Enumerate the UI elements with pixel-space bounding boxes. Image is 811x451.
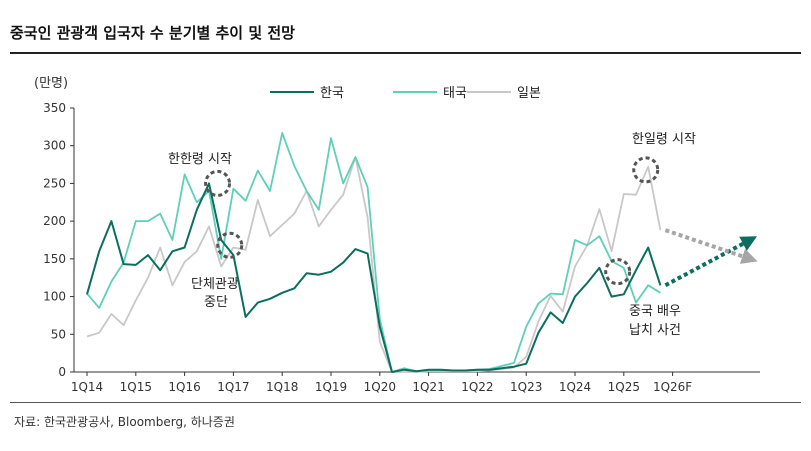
x-tick-label: 1Q18 — [266, 380, 298, 394]
forecast-korea-arrow — [664, 236, 758, 288]
x-tick-label: 1Q23 — [510, 380, 542, 394]
x-tick-label: 1Q15 — [120, 380, 152, 394]
annotation-group-stop-2: 중단 — [204, 295, 228, 310]
forecast-japan-arrow — [664, 228, 758, 264]
y-axis-unit: (만명) — [34, 76, 69, 91]
x-tick-label: 1Q26F — [653, 380, 692, 394]
annotation-actor-1: 중국 배우 — [629, 304, 681, 319]
x-tick-label: 1Q24 — [559, 380, 591, 394]
event-markers — [204, 156, 660, 286]
y-tick-label: 150 — [43, 252, 66, 266]
legend: 한국 태국 일본 — [270, 86, 541, 101]
forecast-arrows — [664, 228, 758, 288]
x-tick-label: 1Q19 — [315, 380, 347, 394]
series-korea-line — [86, 182, 662, 373]
y-tick-label: 200 — [43, 214, 66, 228]
legend-label: 한국 — [320, 86, 344, 101]
x-tick-label: 1Q16 — [168, 380, 200, 394]
source-note: 자료: 한국관광공사, Bloomberg, 하나증권 — [14, 415, 235, 429]
x-tick-label: 1Q25 — [608, 380, 640, 394]
y-tick-label: 250 — [43, 176, 66, 190]
annotations: 한한령 시작 단체관광 중단 한일령 시작 중국 배우 납치 사건 — [168, 132, 696, 338]
x-tick-label: 1Q21 — [412, 380, 444, 394]
series-lines — [86, 131, 662, 373]
x-axis: 1Q14 1Q15 1Q16 1Q17 1Q18 1Q19 1Q20 1Q21 1Q22 1Q23… — [71, 371, 760, 394]
annotation-group-stop-1: 단체관광 — [191, 277, 239, 292]
event-marker-japan-ban — [632, 156, 660, 184]
y-tick-label: 50 — [51, 327, 66, 341]
event-marker-group-stop — [216, 231, 244, 259]
x-tick-label: 1Q20 — [364, 380, 396, 394]
annotation-japan-ban: 한일령 시작 — [632, 132, 696, 147]
title-divider — [10, 52, 801, 54]
y-tick-label: 0 — [58, 365, 66, 379]
bottom-divider — [10, 402, 801, 403]
y-axis: 0 50 100 150 200 250 300 350 — [43, 101, 75, 379]
legend-label: 태국 — [443, 86, 467, 101]
legend-label: 일본 — [517, 86, 541, 101]
annotation-thaad: 한한령 시작 — [168, 152, 232, 167]
event-marker-thaad — [204, 169, 232, 197]
x-tick-label: 1Q22 — [461, 380, 493, 394]
y-tick-label: 300 — [43, 139, 66, 153]
x-tick-label: 1Q14 — [71, 380, 103, 394]
y-tick-label: 350 — [43, 101, 66, 115]
x-tick-label: 1Q17 — [217, 380, 249, 394]
series-thailand-line — [86, 131, 661, 373]
chart-title: 중국인 관광객 입국자 수 분기별 추이 및 전망 — [10, 24, 295, 42]
annotation-actor-2: 납치 사건 — [629, 323, 681, 338]
y-tick-label: 100 — [43, 290, 66, 304]
series-japan-line — [86, 156, 662, 373]
event-marker-actor — [604, 258, 632, 286]
